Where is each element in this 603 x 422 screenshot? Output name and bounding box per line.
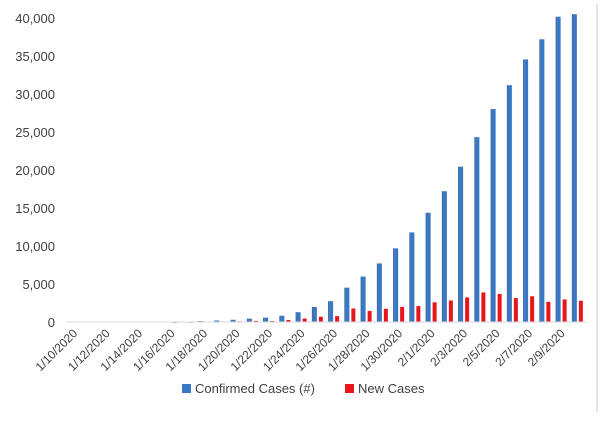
bar-confirmed-cases: [215, 320, 220, 322]
bar-confirmed-cases-edge: [230, 319, 232, 322]
bar-new-cases: [400, 306, 405, 322]
y-tick-label: 10,000: [15, 239, 55, 254]
bar-confirmed-cases: [312, 306, 317, 322]
bar-confirmed-cases-edge: [311, 306, 313, 322]
bar-new-cases: [367, 310, 372, 322]
y-tick-label: 20,000: [15, 163, 55, 178]
bar-confirmed-cases-edge: [539, 39, 541, 323]
bar-new-cases: [448, 300, 453, 322]
bar-new-cases: [432, 302, 437, 322]
bar-new-cases: [253, 320, 258, 322]
bar-confirmed-cases: [507, 85, 512, 323]
bar-confirmed-cases-edge: [425, 212, 427, 322]
bar-confirmed-cases: [345, 287, 350, 322]
bar-confirmed-cases-edge: [344, 287, 346, 322]
bar-new-cases: [497, 293, 502, 322]
bar-new-cases: [286, 320, 291, 322]
legend: Confirmed Cases (#) New Cases: [182, 381, 425, 396]
bar-confirmed-cases-edge: [458, 166, 460, 322]
bar-confirmed-cases: [475, 137, 480, 322]
legend-label-new-cases: New Cases: [358, 381, 425, 396]
legend-swatch-confirmed-cases: [182, 384, 191, 393]
bar-confirmed-cases: [394, 248, 399, 322]
bar-confirmed-cases-edge: [246, 318, 248, 322]
bar-confirmed-cases-edge: [441, 191, 443, 322]
bar-new-cases: [335, 316, 340, 322]
bar-confirmed-cases-edge: [328, 301, 330, 322]
legend-swatch-new-cases: [345, 384, 354, 393]
y-tick-label: 5,000: [22, 277, 55, 292]
bar-confirmed-cases: [524, 59, 529, 322]
bar-confirmed-cases: [556, 16, 561, 322]
bar-confirmed-cases-edge: [490, 109, 492, 322]
bar-confirmed-cases-edge: [376, 263, 378, 322]
bar-confirmed-cases-edge: [360, 276, 362, 322]
bar-new-cases: [513, 298, 518, 322]
bar-confirmed-cases-edge: [571, 14, 573, 322]
bar-confirmed-cases: [540, 39, 545, 323]
bar-new-cases: [481, 292, 486, 322]
y-tick-label: 25,000: [15, 125, 55, 140]
bar-confirmed-cases-edge: [393, 248, 395, 322]
bar-confirmed-cases-edge: [263, 317, 265, 322]
bar-confirmed-cases: [442, 191, 447, 322]
bar-confirmed-cases-edge: [555, 16, 557, 322]
bar-confirmed-cases: [410, 232, 415, 322]
bar-confirmed-cases-edge: [409, 232, 411, 322]
bar-confirmed-cases: [491, 109, 496, 322]
bar-confirmed-cases: [459, 166, 464, 322]
bar-new-cases: [578, 300, 583, 322]
bar-new-cases: [465, 297, 470, 322]
bar-new-cases: [302, 318, 307, 322]
bar-confirmed-cases: [280, 315, 285, 322]
bar-new-cases: [351, 308, 356, 322]
y-tick-label: 40,000: [15, 11, 55, 26]
legend-label-confirmed-cases: Confirmed Cases (#): [195, 381, 315, 396]
bar-confirmed-cases-edge: [214, 320, 216, 322]
y-axis: 0 5,000 10,000 15,000 20,000 25,000 30,000 35,0…: [15, 11, 55, 330]
bar-confirmed-cases: [264, 317, 269, 322]
bar-confirmed-cases: [296, 312, 301, 322]
bar-new-cases: [416, 306, 421, 322]
y-tick-label: 35,000: [15, 49, 55, 64]
bar-confirmed-cases: [426, 212, 431, 322]
y-tick-label: 15,000: [15, 201, 55, 216]
bar-confirmed-cases: [247, 318, 252, 322]
bar-confirmed-cases-edge: [506, 85, 508, 323]
bar-confirmed-cases-edge: [295, 312, 297, 322]
bar-confirmed-cases: [377, 263, 382, 322]
y-tick-label: 0: [48, 315, 55, 330]
bar-confirmed-cases-edge: [474, 137, 476, 322]
y-tick-label: 30,000: [15, 87, 55, 102]
bar-new-cases: [546, 301, 551, 322]
bar-confirmed-cases-edge: [523, 59, 525, 322]
bar-new-cases: [383, 308, 388, 322]
bar-new-cases: [530, 296, 535, 322]
x-axis: 1/10/20201/12/20201/14/20201/16/20201/18…: [33, 321, 586, 374]
bar-new-cases: [562, 299, 567, 322]
bar-confirmed-cases: [231, 319, 236, 322]
bar-new-cases: [318, 316, 323, 322]
bar-confirmed-cases: [572, 14, 577, 322]
bar-confirmed-cases: [329, 301, 334, 322]
bar-confirmed-cases: [361, 276, 366, 322]
bar-confirmed-cases-edge: [279, 315, 281, 322]
bars: [68, 14, 583, 323]
